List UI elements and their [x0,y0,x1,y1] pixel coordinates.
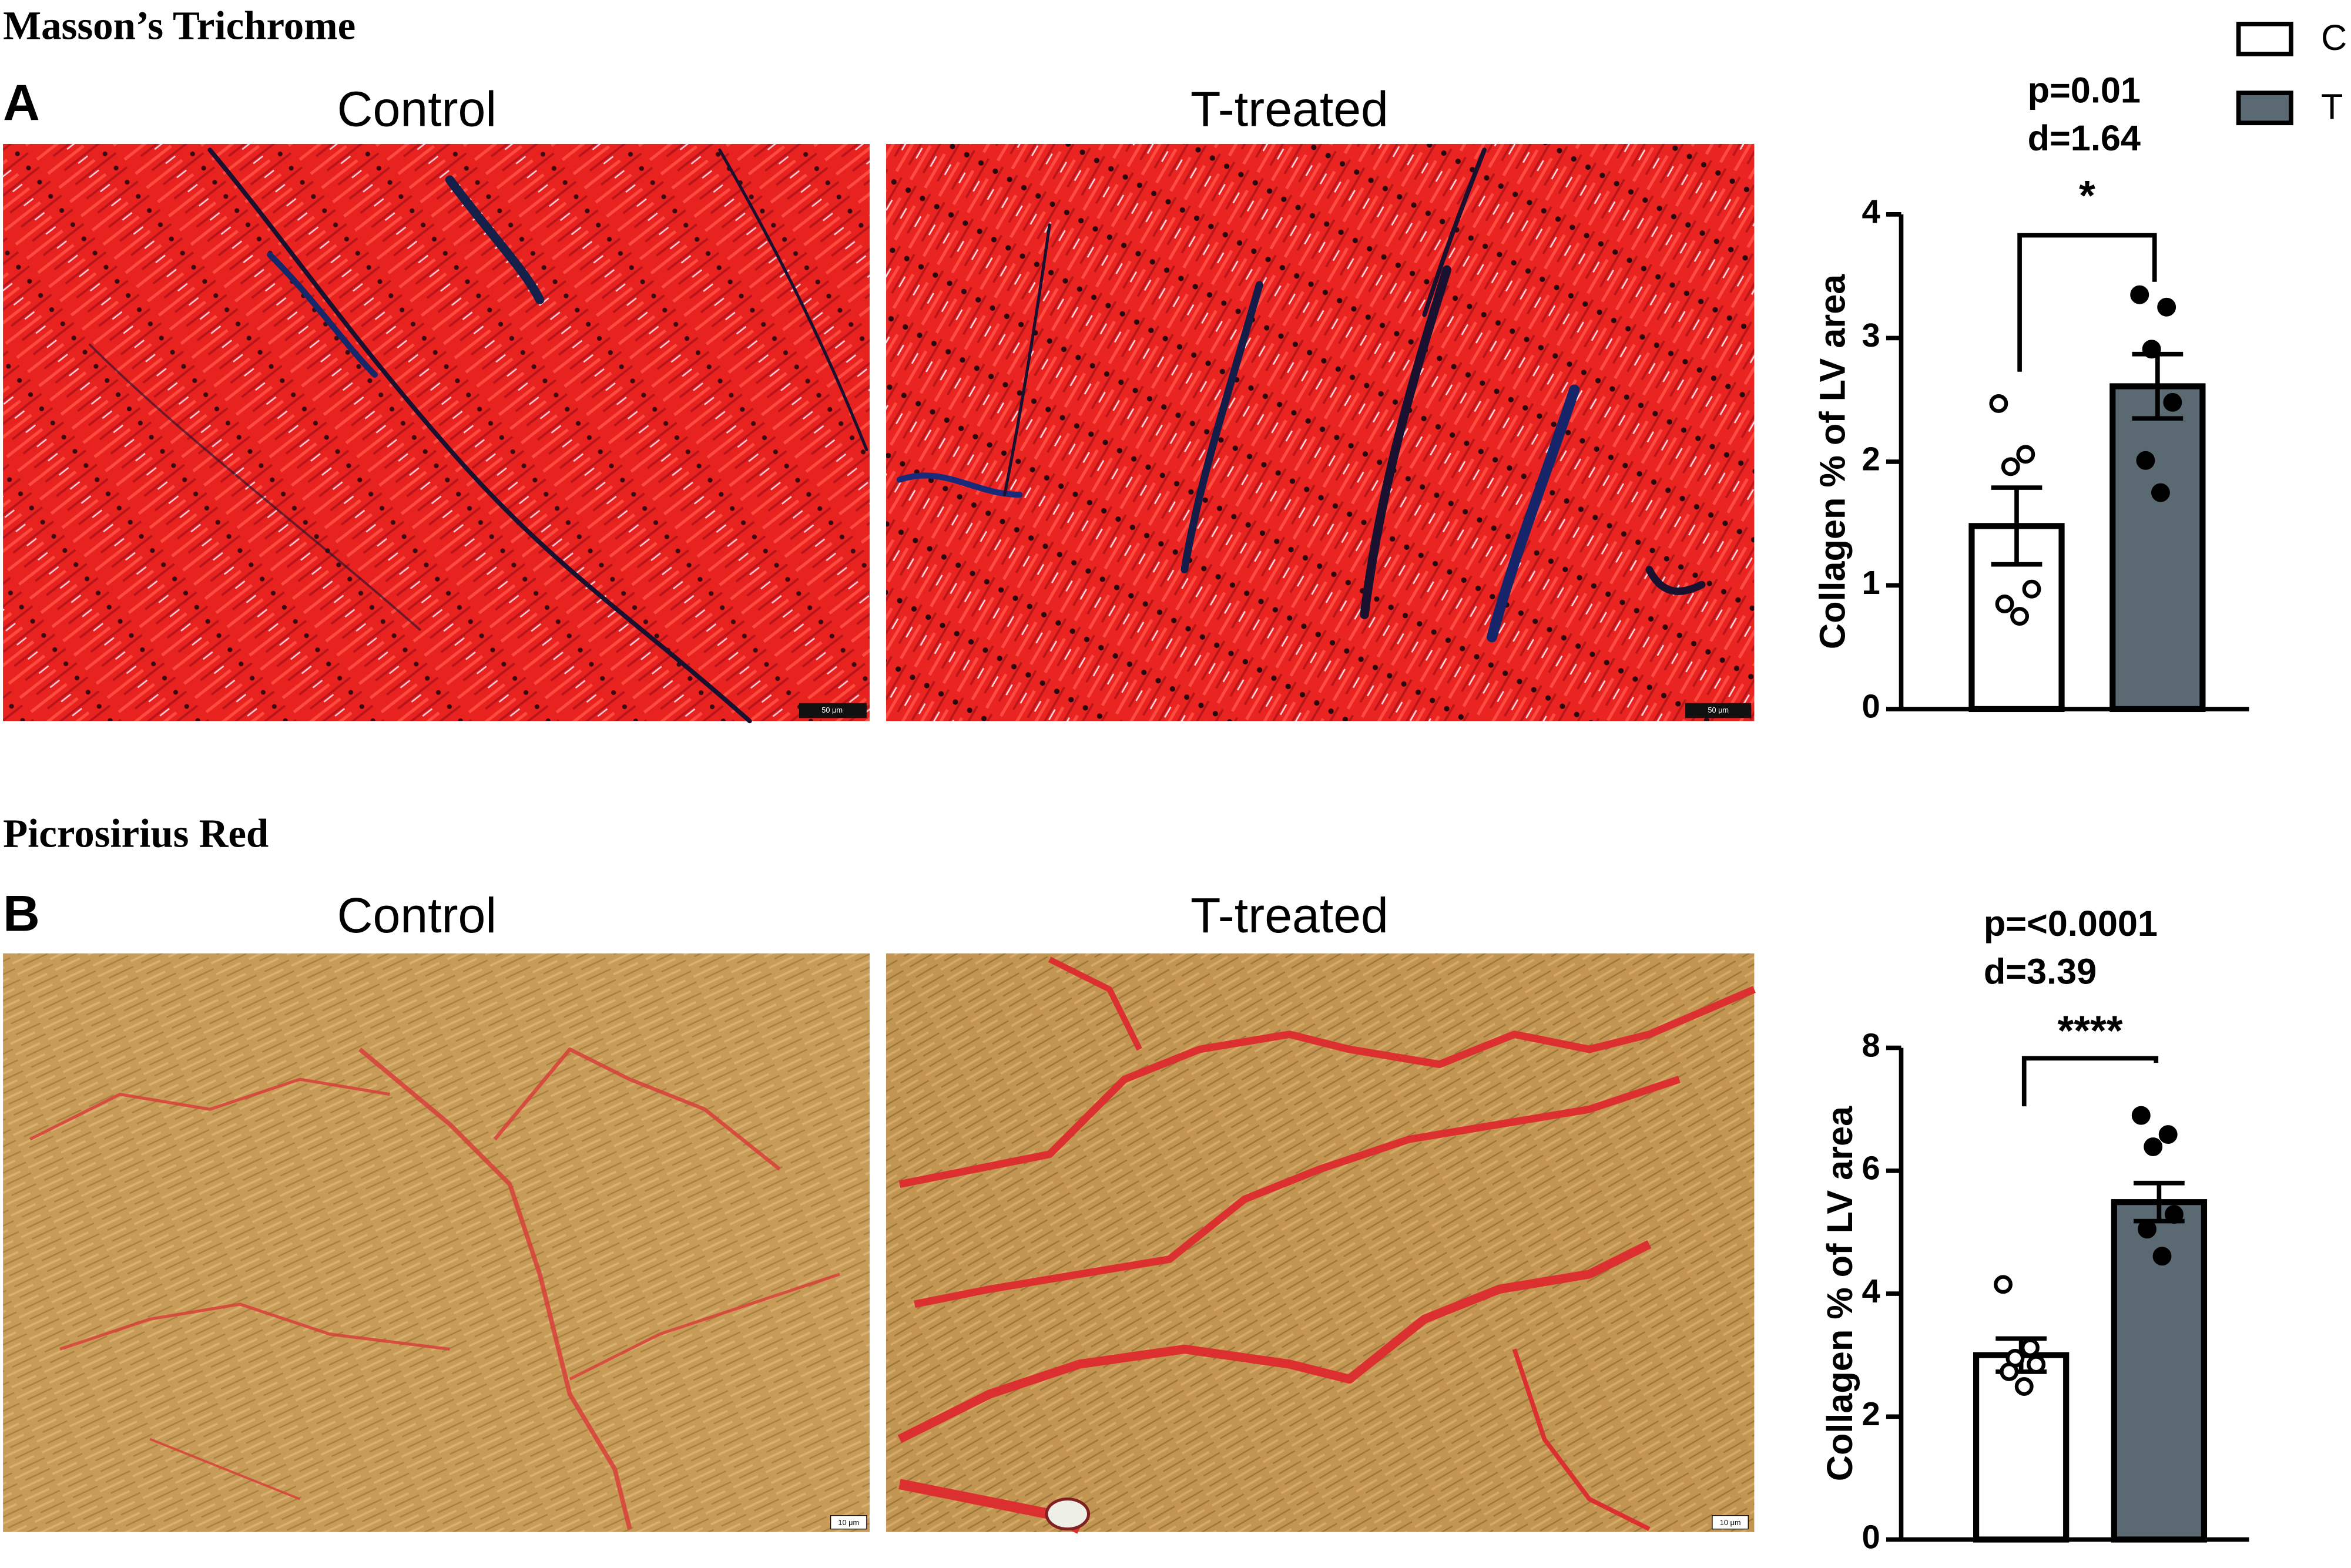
data-point [1989,394,2008,413]
significance-label: **** [2057,1007,2122,1054]
significance-bracket [2021,1056,2159,1107]
y-tick-label: 4 [1862,1272,1880,1310]
data-point [2001,457,2020,476]
section-title: Picrosirius Red [3,811,269,856]
y-tick-label: 4 [1862,193,1880,230]
error-bar [1991,485,2043,567]
data-point [2130,285,2149,304]
data-point [2151,483,2170,502]
data-point [2142,340,2161,359]
image-label: Control [337,888,497,943]
data-point [2164,1205,2184,1224]
annotation: d=1.64 [2028,118,2141,158]
panel-label: A [3,74,40,131]
y-tick-label: 2 [1862,441,1880,478]
data-point [2022,579,2041,599]
significance-bracket [2017,233,2157,372]
data-point [2157,297,2176,317]
y-tick-label: 8 [1862,1026,1880,1063]
data-point [2163,392,2182,412]
panel-label: B [3,885,40,942]
data-point [2158,1125,2178,1144]
legend-swatch [2236,21,2293,56]
y-tick-label: 0 [1862,1518,1880,1555]
data-point [2136,451,2155,470]
scale-bar-label: 10 μm [838,1518,859,1527]
micrograph: 10 μm [886,953,1756,1534]
micrograph: 10 μm [3,953,870,1532]
bar [2109,383,2206,713]
data-point [1994,1275,2013,1294]
annotation: d=3.39 [1984,952,2097,992]
data-point [2016,445,2035,464]
data-point [1995,595,2014,613]
image-label: T-treated [1190,888,1389,943]
micrograph: 50 μm [886,143,1755,721]
data-point [2010,607,2030,626]
data-point [2131,1106,2151,1125]
micrograph: 50 μm [3,143,870,724]
legend-label: C [2321,18,2347,58]
significance-label: * [2079,172,2095,219]
scale-bar-label: 10 μm [1720,1518,1741,1527]
data-point [2014,1377,2034,1396]
legend-label: T [2321,86,2343,126]
y-tick-label: 6 [1862,1150,1880,1187]
legend-swatch [2236,90,2293,126]
image-label: T-treated [1190,81,1389,136]
y-tick-label: 2 [1862,1395,1880,1432]
y-tick-label: 3 [1862,317,1880,354]
section-title: Masson’s Trichrome [3,3,355,48]
y-tick-label: 1 [1862,564,1880,601]
data-point [2144,1137,2163,1156]
data-point [2152,1247,2172,1266]
y-tick-label: 0 [1862,688,1880,725]
scale-bar-label: 50 μm [1708,706,1729,714]
data-point [2000,1362,2019,1381]
y-axis-label: Collagen % of LV area [1812,274,1852,649]
scale-bar-label: 50 μm [821,706,843,714]
y-axis-label: Collagen % of LV area [1820,1106,1860,1481]
data-point [2138,1220,2157,1239]
annotation: p=0.01 [2028,70,2141,110]
image-label: Control [337,81,497,136]
data-point [2020,1338,2040,1358]
data-point [2027,1355,2046,1374]
annotation: p=<0.0001 [1984,904,2158,944]
